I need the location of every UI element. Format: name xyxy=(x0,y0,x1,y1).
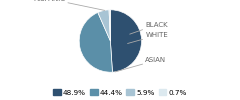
Legend: 48.9%, 44.4%, 5.9%, 0.7%: 48.9%, 44.4%, 5.9%, 0.7% xyxy=(52,88,188,96)
Text: BLACK: BLACK xyxy=(130,22,168,34)
Wedge shape xyxy=(110,10,142,72)
Text: WHITE: WHITE xyxy=(128,32,168,44)
Text: ASIAN: ASIAN xyxy=(115,57,167,72)
Wedge shape xyxy=(79,12,113,72)
Wedge shape xyxy=(98,10,110,41)
Wedge shape xyxy=(109,10,110,41)
Text: HISPANIC: HISPANIC xyxy=(33,0,105,10)
